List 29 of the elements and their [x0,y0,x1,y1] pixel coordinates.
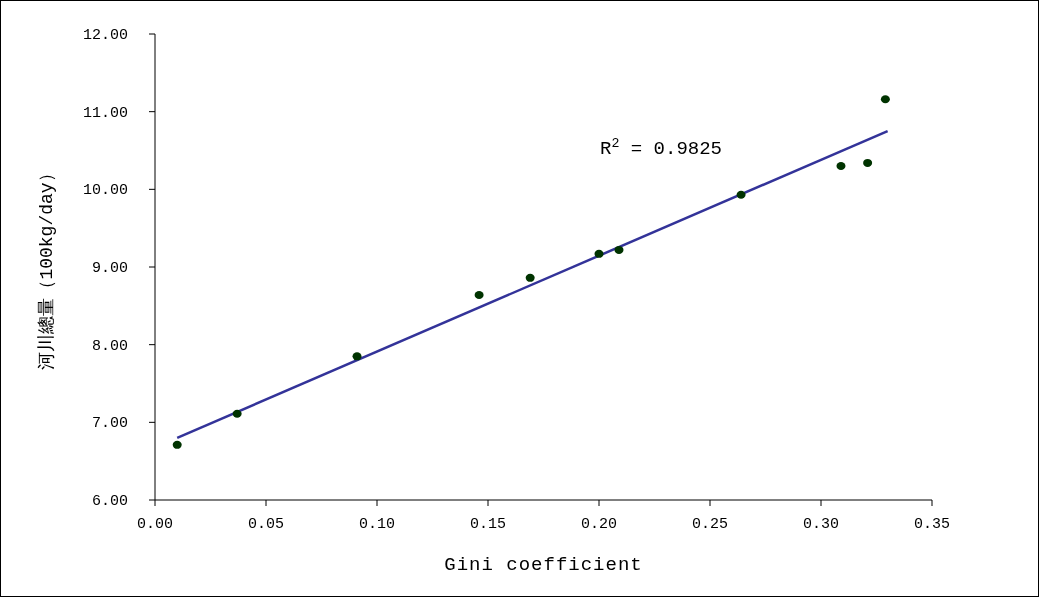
y-axis-title: 河川總量（100kg/day） [37,164,57,370]
point [594,249,604,258]
point [352,352,362,361]
x-axis-title: Gini coefficient [444,554,643,576]
point [474,290,484,299]
x-tick-label: 0.20 [580,516,618,533]
point [863,158,873,167]
point [836,162,846,171]
annotation: R$^{2}$ = 0.9825 [600,135,723,160]
point [172,440,182,449]
y-tick-label: 8.00 [91,337,128,355]
y-tick-label: 9.00 [91,260,128,277]
y-tick-label: 7.00 [91,415,128,433]
x-tick-label: 0.25 [691,516,729,533]
point [232,409,242,418]
y-tick-label: 11.00 [82,104,128,122]
x-tick-label: 0.35 [913,516,951,533]
y-tick-label: 10.00 [82,182,128,200]
y-tick-label: 12.00 [82,27,128,44]
x-tick-label: 0.15 [469,516,507,533]
x-tick-label: 0.10 [358,516,396,533]
point [525,273,535,282]
x-tick-label: 0.05 [247,516,285,533]
x-tick-label: 0.00 [136,516,174,533]
x-tick-label: 0.30 [802,516,840,533]
point [880,95,890,104]
point [614,245,624,254]
y-tick-label: 6.00 [91,493,128,510]
point [736,190,746,199]
